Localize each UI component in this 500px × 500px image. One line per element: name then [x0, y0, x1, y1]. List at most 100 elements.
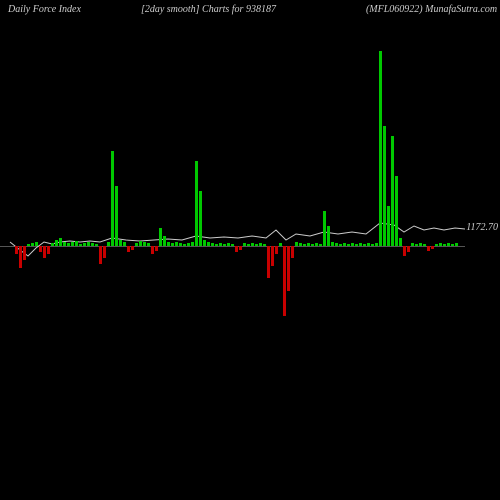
pos-bar — [191, 242, 194, 246]
pos-bar — [419, 243, 422, 246]
pos-bar — [107, 242, 110, 246]
pos-bar — [75, 241, 78, 246]
pos-bar — [111, 151, 114, 246]
pos-bar — [327, 226, 330, 246]
neg-bar — [19, 246, 22, 268]
pos-bar — [59, 238, 62, 246]
pos-bar — [147, 243, 150, 246]
pos-bar — [347, 244, 350, 246]
pos-bar — [167, 242, 170, 246]
pos-bar — [31, 243, 34, 246]
pos-bar — [247, 244, 250, 246]
pos-bar — [211, 243, 214, 246]
pos-bar — [171, 243, 174, 246]
neg-bar — [283, 246, 286, 316]
pos-bar — [391, 136, 394, 246]
pos-bar — [223, 244, 226, 246]
pos-bar — [439, 243, 442, 246]
pos-bar — [199, 191, 202, 246]
pos-bar — [215, 244, 218, 246]
neg-bar — [103, 246, 106, 258]
neg-bar — [15, 246, 18, 254]
neg-bar — [23, 246, 26, 260]
pos-bar — [355, 244, 358, 246]
pos-bar — [259, 243, 262, 246]
pos-bar — [35, 242, 38, 246]
y-axis-label: 1172.70 — [466, 222, 498, 233]
neg-bar — [291, 246, 294, 258]
pos-bar — [159, 228, 162, 246]
pos-bar — [311, 244, 314, 246]
neg-bar — [267, 246, 270, 278]
pos-bar — [399, 238, 402, 246]
pos-bar — [175, 242, 178, 246]
pos-bar — [455, 243, 458, 246]
neg-bar — [403, 246, 406, 256]
pos-bar — [55, 240, 58, 246]
pos-bar — [263, 244, 266, 246]
pos-bar — [371, 244, 374, 246]
pos-bar — [195, 161, 198, 246]
pos-bar — [183, 244, 186, 246]
pos-bar — [123, 242, 126, 246]
neg-bar — [99, 246, 102, 264]
neg-bar — [287, 246, 290, 291]
neg-bar — [151, 246, 154, 254]
pos-bar — [295, 242, 298, 246]
pos-bar — [119, 240, 122, 246]
pos-bar — [83, 243, 86, 246]
pos-bar — [255, 244, 258, 246]
neg-bar — [47, 246, 50, 254]
pos-bar — [135, 243, 138, 246]
pos-bar — [139, 241, 142, 246]
pos-bar — [343, 243, 346, 246]
pos-bar — [51, 243, 54, 246]
pos-bar — [363, 244, 366, 246]
pos-bar — [395, 176, 398, 246]
chart-area: 1172.70 — [0, 20, 500, 500]
pos-bar — [411, 243, 414, 246]
pos-bar — [179, 243, 182, 246]
pos-bar — [251, 243, 254, 246]
title-right: (MFL060922) MunafaSutra.com — [366, 4, 497, 15]
chart-header: Daily Force Index [2day smooth] Charts f… — [8, 4, 492, 15]
neg-bar — [235, 246, 238, 252]
pos-bar — [435, 244, 438, 246]
pos-bar — [279, 243, 282, 246]
pos-bar — [87, 242, 90, 246]
pos-bar — [231, 244, 234, 246]
pos-bar — [27, 244, 30, 246]
pos-bar — [447, 243, 450, 246]
pos-bar — [319, 244, 322, 246]
neg-bar — [39, 246, 42, 252]
pos-bar — [451, 244, 454, 246]
pos-bar — [335, 243, 338, 246]
pos-bar — [95, 244, 98, 246]
pos-bar — [303, 244, 306, 246]
pos-bar — [71, 242, 74, 246]
pos-bar — [379, 51, 382, 246]
title-left: Daily Force Index — [8, 4, 81, 15]
pos-bar — [323, 211, 326, 246]
neg-bar — [43, 246, 46, 258]
pos-bar — [227, 243, 230, 246]
pos-bar — [79, 244, 82, 246]
pos-bar — [219, 243, 222, 246]
pos-bar — [383, 126, 386, 246]
pos-bar — [203, 240, 206, 246]
pos-bar — [91, 243, 94, 246]
pos-bar — [415, 244, 418, 246]
neg-bar — [127, 246, 130, 252]
title-mid: [2day smooth] Charts for 938187 — [141, 4, 276, 15]
pos-bar — [187, 243, 190, 246]
pos-bar — [387, 206, 390, 246]
price-line — [0, 20, 500, 500]
neg-bar — [431, 246, 434, 249]
pos-bar — [243, 243, 246, 246]
pos-bar — [115, 186, 118, 246]
pos-bar — [299, 243, 302, 246]
pos-bar — [63, 242, 66, 246]
neg-bar — [407, 246, 410, 252]
pos-bar — [67, 243, 70, 246]
pos-bar — [315, 243, 318, 246]
